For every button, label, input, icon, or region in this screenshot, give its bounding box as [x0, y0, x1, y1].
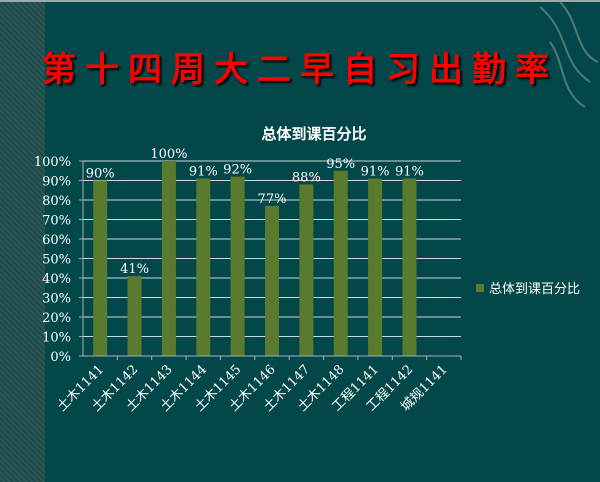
data-label: 92% [223, 163, 252, 178]
y-tick-label: 40% [42, 272, 71, 287]
data-label: 91% [189, 165, 218, 180]
decorative-strip [0, 2, 45, 482]
bar [93, 180, 108, 356]
y-tick-label: 80% [42, 194, 71, 209]
y-tick-label: 90% [42, 175, 71, 190]
data-label: 88% [292, 170, 321, 185]
data-label: 77% [258, 192, 287, 207]
bar [161, 161, 176, 356]
bar [299, 184, 314, 356]
data-label: 95% [326, 157, 355, 172]
y-tick-label: 100% [34, 155, 71, 170]
data-label: 41% [120, 262, 149, 277]
bar [196, 178, 211, 356]
chart-title: 总体到课百分比 [261, 125, 366, 143]
data-label: 91% [395, 165, 424, 180]
data-label: 100% [150, 147, 187, 162]
bar [265, 205, 279, 356]
y-tick-label: 70% [42, 214, 71, 229]
slide-title: 第十四周大二早自习出勤率 [42, 50, 558, 90]
data-label: 90% [86, 167, 115, 182]
bar [127, 276, 142, 356]
legend-swatch [476, 284, 484, 292]
y-tick-label: 60% [42, 233, 71, 248]
y-tick-label: 20% [42, 311, 71, 326]
legend-label: 总体到课百分比 [489, 282, 580, 297]
bar [230, 176, 245, 356]
bar [402, 178, 417, 356]
y-tick-label: 10% [42, 331, 71, 346]
bar [333, 170, 348, 356]
bar [368, 178, 383, 356]
y-tick-label: 30% [42, 292, 71, 307]
data-label: 91% [361, 165, 390, 180]
y-tick-label: 50% [42, 253, 71, 268]
y-tick-label: 0% [50, 350, 71, 365]
phoenix-ornament [539, 2, 599, 108]
